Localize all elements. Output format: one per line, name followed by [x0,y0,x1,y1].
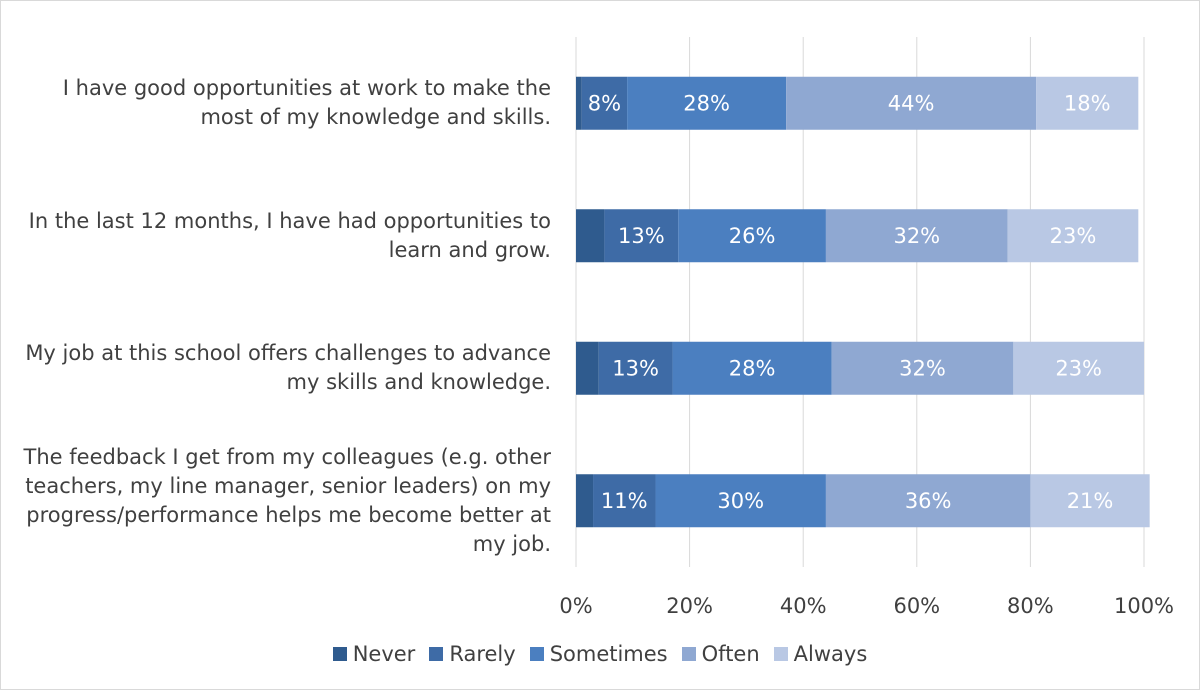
legend-item: Often [681,642,760,666]
legend-item: Sometimes [529,642,668,666]
y-tick-label: I have good opportunities at work to mak… [62,76,551,130]
data-label: 28% [683,91,730,115]
bar-segment [1030,474,1150,528]
bar-segment [604,209,679,263]
x-tick-label: 0% [559,594,592,618]
legend-item: Rarely [429,642,516,666]
legend-label: Sometimes [549,642,668,666]
data-label: 18% [1064,91,1111,115]
data-label: 23% [1050,224,1097,248]
data-label: 28% [729,356,776,380]
x-tick-label: 40% [780,594,827,618]
data-label: 13% [618,224,665,248]
bar-segment [576,209,605,263]
bar-segment [627,76,787,130]
y-tick-label: My job at this school offers challenges … [25,341,551,395]
data-label: 36% [905,489,952,513]
bar-segment [672,341,832,395]
bar-segment [598,341,673,395]
legend-swatch [773,647,788,661]
bar-segment [576,474,594,528]
legend-label: Always [793,642,868,666]
bar-segment [825,474,1031,528]
bar-segment [831,341,1014,395]
bar-segment [593,474,656,528]
bar-segment [581,76,628,130]
legend-swatch [429,647,444,661]
legend-label: Never [352,642,416,666]
x-tick-label: 80% [1007,594,1054,618]
data-label: 13% [612,356,659,380]
bar-segment [786,76,1037,130]
x-tick-label: 20% [666,594,713,618]
x-tick-label: 100% [1114,594,1174,618]
data-label: 23% [1055,356,1102,380]
legend-swatch [332,647,347,661]
legend-item: Never [332,642,416,666]
legend-swatch [529,647,544,661]
bar-segment [1007,209,1139,263]
data-label: 44% [888,91,935,115]
legend-label: Often [701,642,760,666]
bar-segment [655,474,826,528]
data-label: 8% [588,91,621,115]
legend-swatch [681,647,696,661]
bar-segment [678,209,826,263]
legend: Never Rarely Sometimes Often Always [1,642,1199,666]
bar-segment [825,209,1008,263]
data-label: 21% [1067,489,1114,513]
data-label: 32% [899,356,946,380]
data-label: 30% [717,489,764,513]
data-label: 11% [601,489,648,513]
y-tick-label: In the last 12 months, I have had opport… [28,208,551,262]
data-label: 32% [893,224,940,248]
x-tick-label: 60% [893,594,940,618]
bar-segment [1036,76,1139,130]
legend-item: Always [773,642,868,666]
data-label: 26% [729,224,776,248]
bar-segment [576,76,582,130]
legend-label: Rarely [449,642,516,666]
bar-segment [576,341,599,395]
y-tick-label: The feedback I get from my colleagues (e… [23,444,551,556]
bar-segment [1013,341,1144,395]
